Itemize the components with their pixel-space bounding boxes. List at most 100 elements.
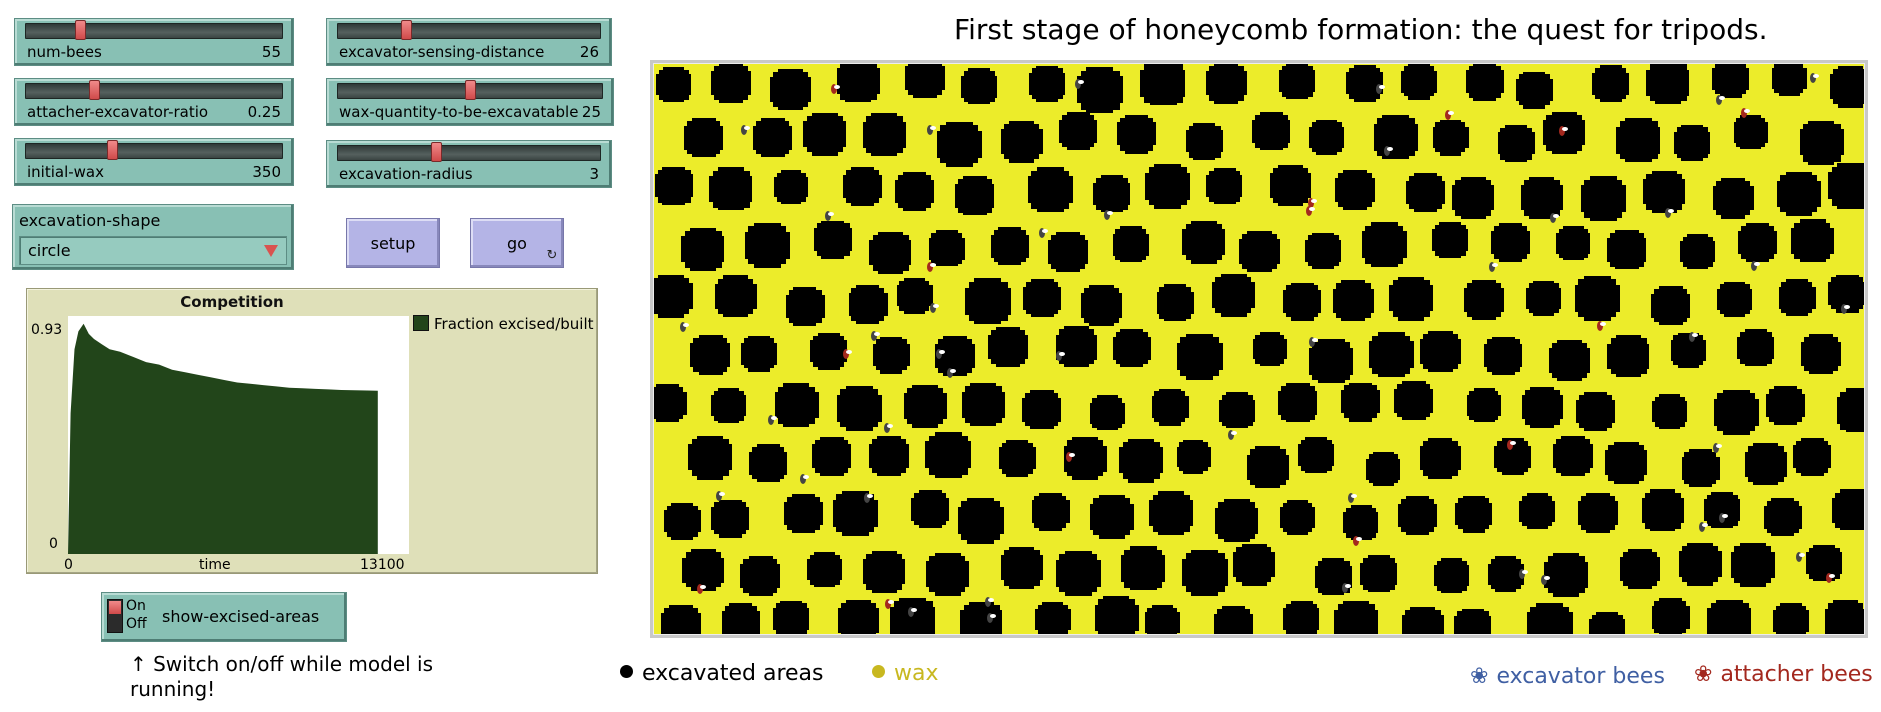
slider-thumb[interactable] (401, 20, 412, 40)
wax-quantity-slider[interactable]: wax-quantity-to-be-excavatable 25 (326, 78, 614, 126)
excavated-cell (711, 388, 746, 423)
excavated-cell (654, 275, 693, 318)
excavated-cell (1779, 279, 1816, 316)
excavated-cell (1048, 232, 1088, 272)
excavated-cell (709, 167, 752, 210)
excavated-cell (749, 444, 787, 482)
excavated-cell (1081, 285, 1122, 326)
excavated-cell (904, 385, 947, 428)
attacher-key-label: attacher bees (1720, 662, 1873, 687)
setup-button[interactable]: setup (346, 218, 440, 268)
excavation-shape-chooser[interactable]: excavation-shape circle (12, 204, 294, 270)
slider-track[interactable] (337, 145, 601, 161)
excavator-sensing-distance-slider[interactable]: excavator-sensing-distance 26 (326, 18, 612, 66)
excavated-cell (937, 122, 982, 167)
slider-value: 0.25 (247, 103, 281, 121)
slider-track[interactable] (25, 23, 283, 39)
excavated-cell (1607, 335, 1649, 377)
excavated-cell (1652, 598, 1690, 634)
excavated-cell (1402, 607, 1444, 634)
slider-thumb[interactable] (89, 80, 100, 100)
excavated-cell (1526, 281, 1561, 316)
excavator-bee (987, 613, 996, 623)
excavated-cell (654, 384, 687, 422)
excavated-cell (810, 333, 847, 370)
excavated-cell (1592, 65, 1629, 102)
excavated-cell (1777, 172, 1821, 216)
excavated-cell (869, 232, 911, 274)
excavator-bee (1228, 430, 1237, 440)
excavated-cell (926, 553, 969, 596)
excavated-cell (803, 113, 846, 156)
switch-on-label: On (126, 598, 146, 614)
excavated-cell (814, 221, 852, 259)
forever-icon: ↻ (546, 248, 558, 263)
excavated-cell (837, 64, 880, 102)
excavated-cell (681, 228, 724, 271)
excavated-cell (1022, 390, 1061, 429)
excavated-cell (1186, 123, 1223, 160)
excavator-bee (1719, 513, 1728, 523)
excavated-cell (863, 113, 906, 156)
excavated-cell (1335, 170, 1375, 210)
excavated-cell (1182, 550, 1228, 596)
excavation-radius-slider[interactable]: excavation-radius 3 (326, 140, 612, 188)
dropdown-arrow-icon[interactable] (264, 245, 278, 257)
excavated-cell (873, 337, 910, 374)
switch-toggle[interactable] (107, 599, 123, 633)
switch-knob (109, 601, 121, 614)
slider-thumb[interactable] (75, 20, 86, 40)
excavated-cell (895, 172, 934, 211)
plot-ymax-label: 0.93 (31, 322, 62, 338)
legend-label: Fraction excised/built (434, 315, 594, 333)
excavated-cell (911, 490, 949, 528)
show-excised-areas-switch[interactable]: On Off show-excised-areas (101, 592, 347, 642)
excavated-cell (775, 383, 819, 427)
plot-legend: Fraction excised/built (413, 315, 594, 333)
slider-label: excavator-sensing-distance (339, 43, 545, 61)
excavated-cell (1214, 606, 1253, 634)
excavated-cell (1113, 329, 1151, 367)
excavated-cell (843, 167, 882, 206)
attacher-key: ❀ attacher bees (1694, 662, 1873, 687)
excavated-cell (897, 278, 933, 314)
attacher-excavator-ratio-slider[interactable]: attacher-excavator-ratio 0.25 (14, 78, 294, 126)
excavated-cell (770, 69, 811, 110)
num-bees-slider[interactable]: num-bees 55 (14, 18, 294, 66)
excavated-cell (1182, 221, 1225, 264)
initial-wax-slider[interactable]: initial-wax 350 (14, 138, 294, 186)
slider-thumb[interactable] (465, 80, 476, 100)
slider-track[interactable] (25, 143, 283, 159)
excavated-cell (688, 436, 732, 480)
excavated-cell (837, 386, 882, 431)
excavated-cell (1745, 443, 1787, 485)
excavated-cell (958, 498, 1004, 544)
excavated-cell (1177, 440, 1211, 474)
slider-value: 26 (579, 43, 599, 61)
world-view[interactable] (650, 60, 1868, 638)
excavated-cell (1680, 234, 1715, 269)
slider-track[interactable] (25, 83, 283, 99)
slider-thumb[interactable] (107, 140, 118, 160)
slider-thumb[interactable] (431, 142, 442, 162)
excavated-cell (1341, 383, 1380, 422)
excavated-cell (1589, 612, 1625, 634)
chooser-dropdown[interactable]: circle (19, 236, 287, 265)
excavated-cell (1239, 231, 1280, 272)
plot-xmax-label: 13100 (360, 557, 405, 573)
switch-note: ↑ Switch on/off while model is running! (130, 652, 434, 701)
world-canvas[interactable] (654, 64, 1864, 634)
excavated-cell (1527, 603, 1573, 634)
excavated-cell (1643, 171, 1685, 213)
excavator-bee (680, 322, 689, 332)
excavator-bee (1716, 95, 1725, 105)
go-button[interactable]: go ↻ (470, 218, 564, 268)
excavated-cell (1652, 394, 1687, 429)
excavated-cell (1464, 280, 1504, 320)
excavator-bee (1309, 337, 1318, 347)
excavated-cell (1738, 223, 1777, 262)
excavated-cell (1549, 340, 1590, 381)
excavator-bee (1519, 569, 1528, 579)
slider-track[interactable] (337, 23, 601, 39)
